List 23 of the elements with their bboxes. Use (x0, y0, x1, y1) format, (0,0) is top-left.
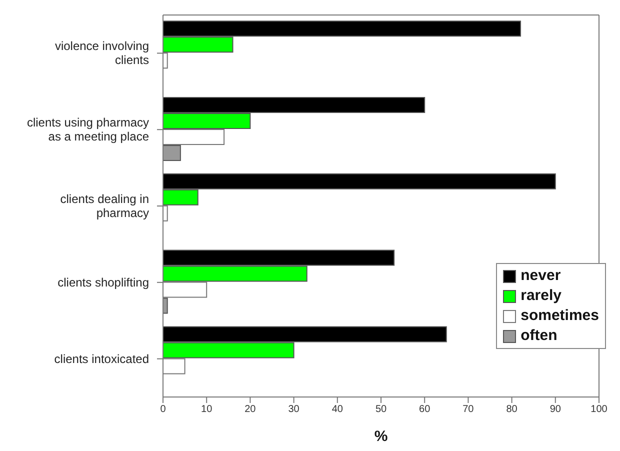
legend-label: sometimes (520, 306, 599, 326)
x-tick-label: 100 (590, 404, 608, 416)
x-tick-label: 70 (462, 404, 474, 416)
x-tick-label: 10 (201, 404, 213, 416)
x-tick-label: 80 (506, 404, 518, 416)
y-tick-label: violence involving clients (54, 39, 149, 68)
legend-label: never (520, 266, 561, 286)
bar (163, 298, 168, 314)
x-axis-title: % (374, 428, 388, 445)
x-tick-label: 40 (332, 404, 344, 416)
y-tick-label: clients dealing in pharmacy (60, 192, 149, 220)
x-tick-label: 90 (550, 404, 562, 416)
x-tick-label: 30 (288, 404, 300, 416)
y-tick-label: clients intoxicated (54, 352, 149, 366)
legend-label: often (520, 326, 558, 346)
x-tick-label: 0 (160, 404, 166, 416)
y-tick-label: clients shoplifting (58, 275, 149, 290)
legend-label: rarely (520, 286, 562, 306)
x-tick-label: 20 (244, 404, 256, 416)
x-tick-label: 50 (375, 404, 387, 416)
x-tick-label: 60 (419, 404, 431, 416)
y-tick-label: clients using pharmacy as a meeting place (26, 116, 150, 144)
bar (163, 145, 181, 162)
